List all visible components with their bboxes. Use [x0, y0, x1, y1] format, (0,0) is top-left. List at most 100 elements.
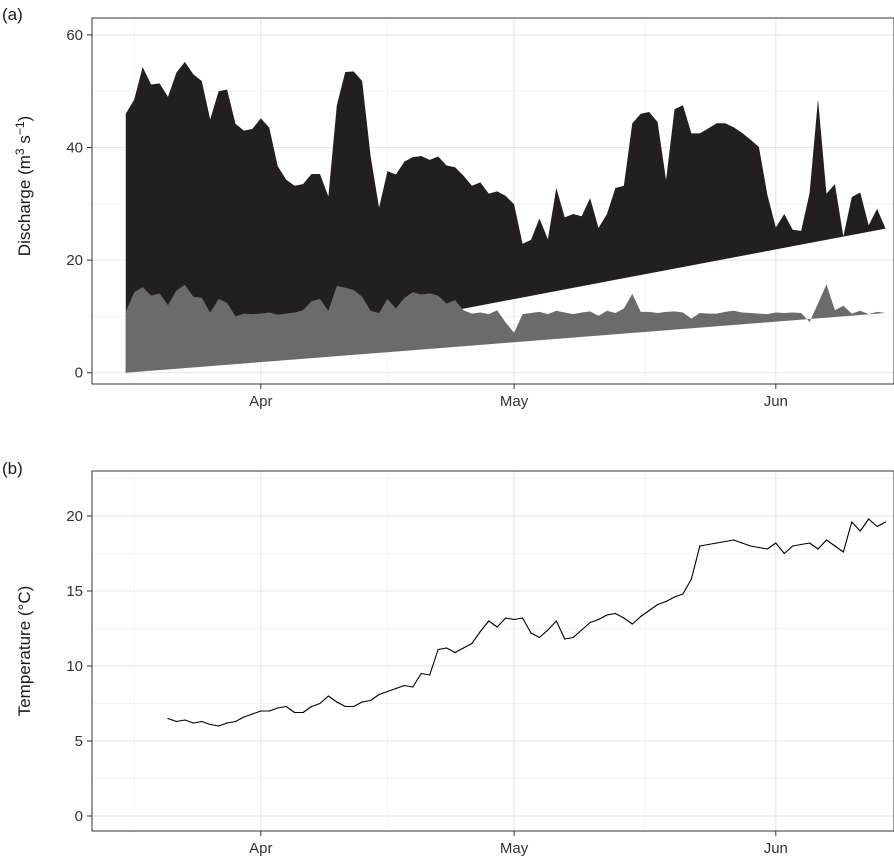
temperature-point — [766, 548, 768, 550]
temperature-x-tick-label: May — [500, 840, 529, 857]
discharge-y-axis-title: Discharge (m3 s−1) — [13, 116, 34, 256]
temperature-point — [386, 690, 389, 693]
temperature-point — [547, 629, 549, 631]
temperature-point — [260, 710, 262, 712]
temperature-point — [209, 723, 211, 726]
base-discharge-area — [125, 284, 886, 373]
temperature-point — [234, 720, 237, 723]
temperature-point — [167, 717, 169, 720]
discharge-axes: 0 20 40 60 Apr May Jun — [66, 27, 788, 410]
discharge-areas — [125, 61, 886, 373]
temperature-point — [513, 618, 515, 621]
discharge-x-tick-label: May — [500, 393, 529, 410]
temperature-point — [623, 617, 625, 619]
temperature-point — [445, 647, 448, 649]
temperature-point — [665, 600, 667, 603]
temperature-point — [454, 651, 456, 654]
temperature-point — [817, 548, 819, 550]
temperature-point — [884, 521, 887, 523]
temperature-point — [302, 711, 304, 714]
temperature-point — [800, 543, 802, 546]
temperature-point — [437, 648, 439, 651]
temperature-point — [758, 546, 760, 549]
temperature-y-tick-label: 5 — [75, 733, 83, 750]
temperature-point — [648, 609, 650, 612]
temperature-point — [682, 593, 684, 595]
temperature-y-tick-label: 0 — [75, 808, 83, 825]
temperature-y-tick-label: 15 — [66, 583, 83, 600]
temperature-point — [589, 621, 591, 624]
temperature-point — [420, 672, 422, 675]
temperature-point — [792, 545, 794, 547]
temperature-point — [403, 684, 405, 687]
temperature-point — [859, 530, 861, 532]
temperature-point — [716, 542, 718, 544]
temperature-point — [429, 674, 431, 676]
discharge-y-tick-label: 40 — [66, 140, 83, 157]
temperature-point — [657, 603, 659, 606]
temperature-y-tick-label: 20 — [66, 508, 83, 525]
temperature-point — [825, 539, 828, 541]
temperature-point — [462, 647, 465, 649]
discharge-y-tick-label: 60 — [66, 27, 83, 44]
temperature-point — [631, 623, 633, 625]
temperature-point — [353, 705, 355, 708]
discharge-x-tick-label: Apr — [249, 393, 272, 410]
temperature-point — [581, 629, 583, 631]
temperature-point — [378, 693, 380, 696]
temperature-point — [285, 705, 287, 708]
temperature-point — [834, 545, 836, 547]
temperature-point — [251, 713, 253, 715]
temperature-point — [851, 521, 853, 523]
temperature-point — [361, 701, 363, 703]
temperature-point — [749, 545, 752, 547]
temperature-point — [530, 632, 532, 634]
temperature-point — [395, 687, 397, 690]
temperature-point — [319, 702, 321, 705]
temperature-point — [218, 725, 220, 727]
total-discharge-area — [125, 61, 886, 373]
temperature-point — [572, 636, 574, 639]
temperature-point — [201, 720, 203, 723]
panel-label-b: (b) — [2, 459, 23, 478]
temperature-point — [505, 617, 507, 619]
temperature-x-tick-label: Apr — [249, 840, 272, 857]
temperature-point — [243, 716, 245, 718]
temperature-point — [521, 617, 524, 619]
temperature-point — [496, 626, 498, 628]
temperature-point — [336, 701, 338, 703]
temperature-point — [268, 710, 270, 712]
temperature-point — [479, 630, 481, 633]
temperature-point — [412, 686, 414, 688]
temperature-x-tick-label: Jun — [764, 840, 788, 857]
panel-label-a: (a) — [2, 5, 23, 24]
temperature-point — [868, 518, 870, 520]
temperature-point — [733, 539, 735, 541]
discharge-y-tick-label: 0 — [75, 365, 83, 382]
temperature-point — [310, 705, 313, 708]
temperature-point — [724, 540, 726, 543]
temperature-y-tick-label: 10 — [66, 658, 83, 675]
temperature-point — [876, 525, 878, 528]
temperature-y-axis-title: Temperature (°C) — [15, 586, 34, 717]
temperature-point — [842, 551, 844, 553]
temperature-point — [640, 615, 642, 618]
temperature-point — [294, 711, 296, 714]
temperature-point — [783, 552, 785, 555]
temperature-point — [673, 596, 676, 598]
temperature-point — [538, 636, 541, 639]
temperature-point — [184, 719, 186, 721]
temperature-point — [564, 638, 566, 640]
discharge-plot-frame — [91, 17, 894, 385]
temperature-axes: 0 5 10 15 20 Apr May Jun — [66, 508, 788, 857]
temperature-panel: 0 5 10 15 20 Apr May Jun (b) Temperature (°C) — [2, 459, 894, 857]
temperature-series — [167, 518, 887, 727]
temperature-point — [175, 720, 178, 723]
temperature-point — [277, 707, 279, 709]
temperature-point — [690, 578, 692, 580]
temperature-point — [606, 614, 608, 616]
temperature-point — [775, 542, 777, 544]
discharge-y-tick-label: 20 — [66, 252, 83, 269]
temperature-plot-frame — [91, 470, 894, 832]
